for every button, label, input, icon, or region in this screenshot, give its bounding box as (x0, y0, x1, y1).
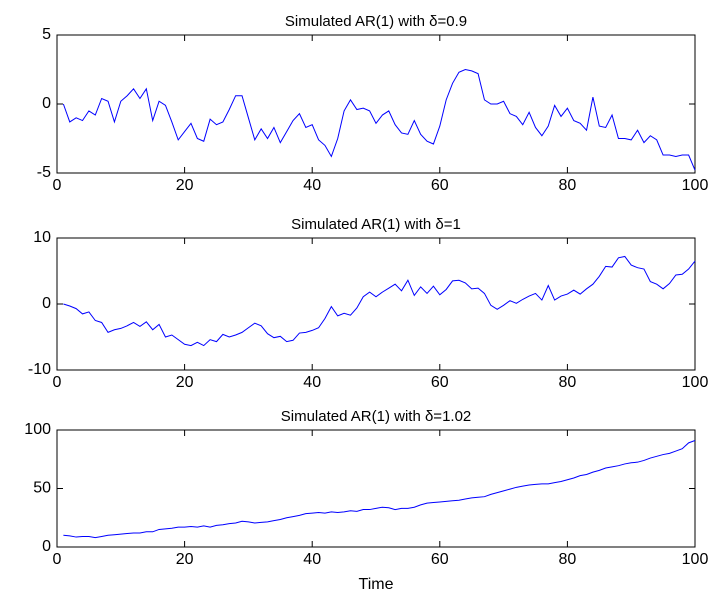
x-tick-label: 40 (303, 551, 321, 568)
x-tick-label: 20 (176, 374, 194, 391)
x-tick-label: 100 (682, 177, 709, 194)
x-tick-label: 100 (682, 374, 709, 391)
x-tick-label: 100 (682, 551, 709, 568)
chart-title: Simulated AR(1) with δ=1 (291, 216, 461, 233)
x-tick-label: 0 (53, 177, 62, 194)
y-tick-label: 10 (33, 229, 51, 246)
y-tick-label: 100 (24, 421, 51, 438)
y-tick-label: 0 (42, 295, 51, 312)
data-line (63, 255, 696, 347)
axes-frame (56, 429, 696, 548)
x-tick-label: 60 (431, 374, 449, 391)
y-tick-label: 5 (42, 26, 51, 43)
axes-frame (56, 237, 696, 371)
x-tick-label: 80 (559, 551, 577, 568)
x-tick-label: 0 (53, 374, 62, 391)
x-tick-label: 60 (431, 177, 449, 194)
x-tick-label: 20 (176, 551, 194, 568)
data-line (62, 68, 696, 171)
x-tick-label: 60 (431, 551, 449, 568)
data-line (63, 440, 696, 539)
x-tick-label: 80 (559, 374, 577, 391)
y-tick-label: 0 (42, 538, 51, 555)
x-tick-label: 0 (53, 551, 62, 568)
y-tick-label: -5 (37, 164, 51, 181)
chart-title: Simulated AR(1) with δ=1.02 (281, 408, 472, 425)
y-tick-label: 0 (42, 95, 51, 112)
x-tick-label: 80 (559, 177, 577, 194)
chart-title: Simulated AR(1) with δ=0.9 (285, 13, 467, 30)
x-tick-label: 20 (176, 177, 194, 194)
x-tick-label: 40 (303, 177, 321, 194)
x-axis-label: Time (359, 576, 394, 593)
x-tick-label: 40 (303, 374, 321, 391)
y-tick-label: 50 (33, 480, 51, 497)
y-tick-label: -10 (28, 361, 51, 378)
axes-frame (56, 34, 696, 174)
